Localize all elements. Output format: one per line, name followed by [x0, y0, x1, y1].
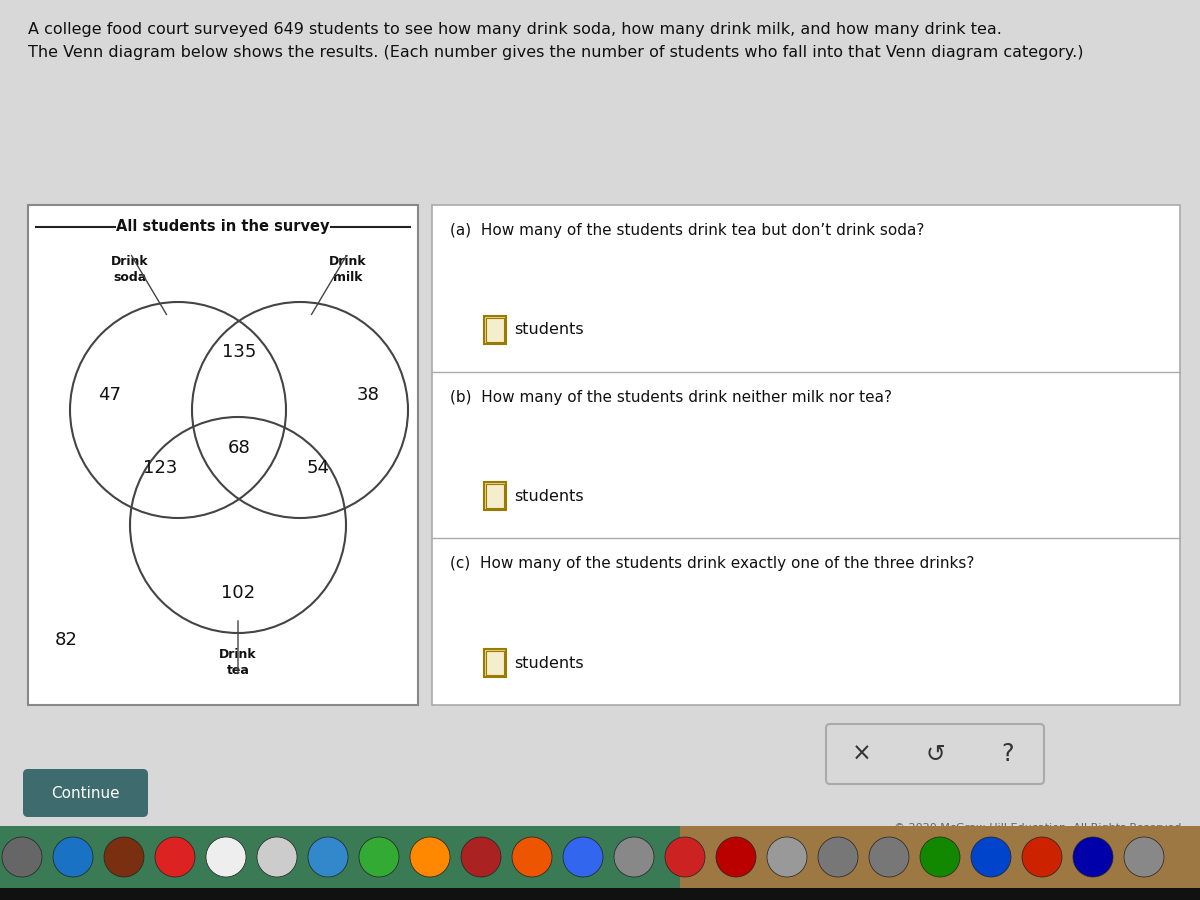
- Circle shape: [206, 837, 246, 877]
- Text: (b)  How many of the students drink neither milk nor tea?: (b) How many of the students drink neith…: [450, 390, 892, 405]
- Text: Drink
milk: Drink milk: [329, 255, 367, 284]
- Circle shape: [1022, 837, 1062, 877]
- FancyBboxPatch shape: [484, 482, 506, 510]
- Circle shape: [971, 837, 1010, 877]
- Circle shape: [53, 837, 94, 877]
- Circle shape: [920, 837, 960, 877]
- FancyBboxPatch shape: [826, 724, 1044, 784]
- Circle shape: [155, 837, 194, 877]
- Text: 54: 54: [306, 459, 330, 477]
- Text: 82: 82: [54, 631, 78, 649]
- Text: 102: 102: [221, 584, 256, 602]
- Text: students: students: [514, 322, 583, 338]
- Text: students: students: [514, 655, 583, 670]
- Circle shape: [1124, 837, 1164, 877]
- Text: ×: ×: [852, 742, 872, 766]
- Text: 47: 47: [98, 386, 121, 404]
- Text: A college food court surveyed 649 students to see how many drink soda, how many : A college food court surveyed 649 studen…: [28, 22, 1002, 37]
- Circle shape: [614, 837, 654, 877]
- FancyBboxPatch shape: [486, 484, 504, 508]
- Text: Drink
soda: Drink soda: [112, 255, 149, 284]
- FancyBboxPatch shape: [432, 205, 1180, 705]
- Text: © 2020 McGraw-Hill Education. All Rights Reserved.: © 2020 McGraw-Hill Education. All Rights…: [894, 823, 1186, 833]
- FancyBboxPatch shape: [23, 769, 148, 817]
- Circle shape: [818, 837, 858, 877]
- Text: 68: 68: [228, 439, 251, 457]
- Text: 38: 38: [356, 386, 379, 404]
- Circle shape: [563, 837, 604, 877]
- Circle shape: [869, 837, 910, 877]
- Text: All students in the survey: All students in the survey: [116, 220, 330, 235]
- FancyBboxPatch shape: [0, 888, 1200, 900]
- FancyBboxPatch shape: [484, 316, 506, 344]
- Circle shape: [461, 837, 502, 877]
- Circle shape: [359, 837, 398, 877]
- FancyBboxPatch shape: [28, 205, 418, 705]
- Circle shape: [512, 837, 552, 877]
- Text: 123: 123: [143, 459, 178, 477]
- Text: (a)  How many of the students drink tea but don’t drink soda?: (a) How many of the students drink tea b…: [450, 223, 924, 238]
- FancyBboxPatch shape: [680, 826, 1200, 888]
- Text: ?: ?: [1002, 742, 1014, 766]
- FancyBboxPatch shape: [0, 826, 1200, 888]
- Text: ↺: ↺: [925, 742, 944, 766]
- FancyBboxPatch shape: [486, 651, 504, 675]
- FancyBboxPatch shape: [484, 649, 506, 677]
- Circle shape: [257, 837, 298, 877]
- Text: (c)  How many of the students drink exactly one of the three drinks?: (c) How many of the students drink exact…: [450, 556, 974, 572]
- Circle shape: [308, 837, 348, 877]
- Text: Continue: Continue: [52, 786, 120, 800]
- Circle shape: [767, 837, 808, 877]
- Circle shape: [104, 837, 144, 877]
- Circle shape: [1073, 837, 1114, 877]
- FancyBboxPatch shape: [486, 318, 504, 342]
- Circle shape: [410, 837, 450, 877]
- Circle shape: [665, 837, 706, 877]
- Text: The Venn diagram below shows the results. (Each number gives the number of stude: The Venn diagram below shows the results…: [28, 45, 1084, 60]
- Text: Drink
tea: Drink tea: [220, 648, 257, 677]
- Text: 135: 135: [222, 343, 256, 361]
- Text: students: students: [514, 489, 583, 504]
- Circle shape: [2, 837, 42, 877]
- Circle shape: [716, 837, 756, 877]
